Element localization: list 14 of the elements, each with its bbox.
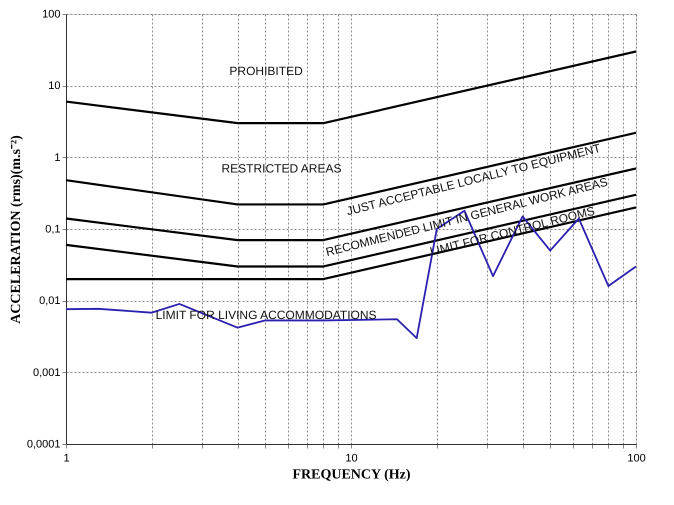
y-tick-label: 0,01	[39, 295, 60, 308]
x-tick-label: 1	[63, 452, 70, 464]
y-tick-label: 10	[48, 80, 60, 92]
x-tick-label: 100	[627, 452, 646, 464]
x-tick-label: 10	[345, 452, 358, 464]
y-tick-label: 0,1	[45, 224, 60, 236]
annotation: PROHIBITED	[229, 64, 304, 78]
y-tick-label: 0,001	[32, 366, 60, 379]
x-axis-title: FREQUENCY (Hz)	[292, 468, 411, 482]
y-tick-label: 1	[54, 152, 60, 164]
annotation: RESTRICTED AREAS	[221, 161, 342, 176]
y-axis-title: ACCELERATION (rms)(m.s⁻²)	[8, 134, 24, 324]
y-tick-label: 100	[42, 8, 60, 20]
y-tick-label: 0,0001	[26, 438, 60, 450]
